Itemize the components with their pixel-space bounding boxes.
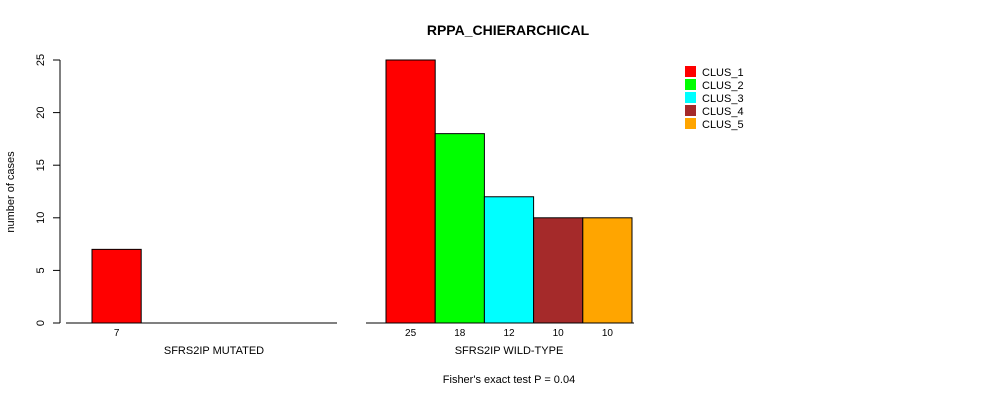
bar-count-label: 10 bbox=[553, 328, 565, 339]
panel-wild-type: 25 18 12 10 10 bbox=[366, 59, 634, 339]
legend-label: CLUS_4 bbox=[702, 106, 744, 118]
legend-swatch bbox=[685, 118, 696, 129]
y-tick-label: 15 bbox=[35, 159, 47, 171]
x-label-mutated: SFRS2IP MUTATED bbox=[164, 345, 264, 357]
y-tick-label: 0 bbox=[35, 320, 47, 326]
bar-count-label: 10 bbox=[602, 328, 614, 339]
bar-clus-2 bbox=[434, 133, 485, 324]
y-tick-label: 5 bbox=[35, 267, 47, 273]
panel-mutated: 7 bbox=[66, 248, 337, 339]
bar-clus-3 bbox=[483, 196, 535, 324]
legend-label: CLUS_1 bbox=[702, 67, 744, 79]
bar-clus-5 bbox=[582, 217, 633, 324]
legend-swatch bbox=[685, 92, 696, 103]
y-tick-label: 20 bbox=[35, 106, 47, 118]
bar-count-label: 7 bbox=[114, 328, 120, 339]
chart-title: RPPA_CHIERARCHICAL bbox=[427, 22, 590, 38]
fisher-test-footer: Fisher's exact test P = 0.04 bbox=[443, 374, 575, 386]
bar-count-label: 25 bbox=[405, 328, 417, 339]
bar-clus-1 bbox=[91, 248, 142, 324]
x-label-wild-type: SFRS2IP WILD-TYPE bbox=[455, 345, 564, 357]
bar-count-label: 18 bbox=[454, 328, 466, 339]
y-axis: 0 5 10 15 20 25 bbox=[35, 54, 61, 326]
legend-label: CLUS_2 bbox=[702, 80, 744, 92]
legend-label: CLUS_3 bbox=[702, 93, 744, 105]
legend-swatch bbox=[685, 79, 696, 90]
y-tick-label: 10 bbox=[35, 212, 47, 224]
y-axis-label: number of cases bbox=[5, 151, 17, 233]
bar-clus-4 bbox=[533, 217, 584, 324]
y-tick-label: 25 bbox=[35, 54, 47, 66]
legend-swatch bbox=[685, 66, 696, 77]
bar-count-label: 12 bbox=[503, 328, 515, 339]
legend-swatch bbox=[685, 105, 696, 116]
legend-label: CLUS_5 bbox=[702, 119, 744, 131]
bar-clus-1 bbox=[385, 59, 436, 324]
